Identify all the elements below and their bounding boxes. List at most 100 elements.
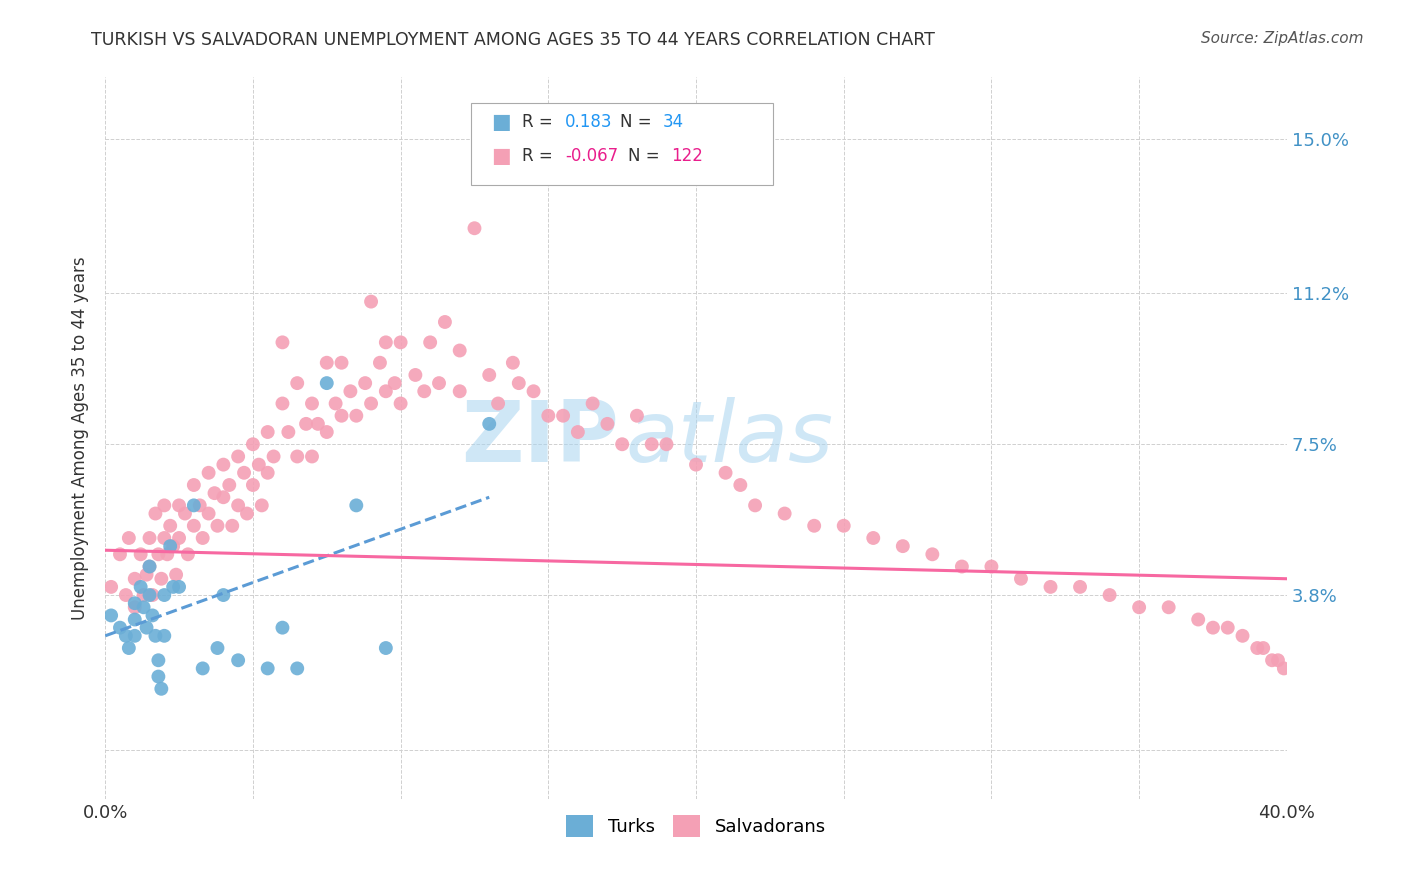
Point bbox=[177, 547, 200, 561]
Point bbox=[384, 376, 406, 391]
Point bbox=[344, 409, 367, 423]
Point bbox=[212, 588, 235, 602]
Point bbox=[1267, 653, 1289, 667]
Point bbox=[145, 507, 167, 521]
Point bbox=[218, 478, 240, 492]
Point bbox=[301, 396, 323, 410]
Point bbox=[159, 539, 181, 553]
Point bbox=[132, 588, 155, 602]
Point bbox=[150, 572, 173, 586]
Point bbox=[174, 507, 197, 521]
Point bbox=[950, 559, 973, 574]
Point bbox=[191, 531, 214, 545]
Point bbox=[1039, 580, 1062, 594]
Point bbox=[148, 653, 170, 667]
Point bbox=[145, 629, 167, 643]
Point bbox=[167, 580, 190, 594]
Point bbox=[124, 596, 146, 610]
Point bbox=[204, 486, 226, 500]
Point bbox=[242, 478, 264, 492]
Point bbox=[226, 653, 249, 667]
Point bbox=[339, 384, 361, 399]
Point bbox=[307, 417, 329, 431]
Point bbox=[714, 466, 737, 480]
Text: Source: ZipAtlas.com: Source: ZipAtlas.com bbox=[1201, 31, 1364, 46]
Point bbox=[108, 621, 131, 635]
Point bbox=[1098, 588, 1121, 602]
Point bbox=[271, 335, 294, 350]
Point bbox=[153, 629, 176, 643]
Point bbox=[277, 425, 299, 439]
Text: R =: R = bbox=[522, 147, 553, 165]
Point bbox=[1010, 572, 1032, 586]
Point bbox=[1157, 600, 1180, 615]
Legend: Turks, Salvadorans: Turks, Salvadorans bbox=[560, 807, 832, 844]
Text: -0.067: -0.067 bbox=[565, 147, 619, 165]
Point bbox=[522, 384, 544, 399]
Point bbox=[478, 417, 501, 431]
Point bbox=[360, 396, 382, 410]
Point bbox=[165, 567, 187, 582]
Point bbox=[641, 437, 664, 451]
Point bbox=[148, 669, 170, 683]
Point bbox=[374, 384, 396, 399]
Point bbox=[141, 608, 163, 623]
Point bbox=[124, 629, 146, 643]
Point bbox=[100, 608, 122, 623]
Point bbox=[374, 335, 396, 350]
Point bbox=[285, 376, 308, 391]
Point bbox=[404, 368, 426, 382]
Y-axis label: Unemployment Among Ages 35 to 44 years: Unemployment Among Ages 35 to 44 years bbox=[72, 256, 89, 620]
Point bbox=[685, 458, 707, 472]
Point bbox=[730, 478, 752, 492]
Point bbox=[233, 466, 256, 480]
Point bbox=[374, 640, 396, 655]
Point bbox=[596, 417, 619, 431]
Point bbox=[626, 409, 648, 423]
Point bbox=[368, 356, 391, 370]
Point bbox=[427, 376, 450, 391]
Point bbox=[1187, 613, 1209, 627]
Point bbox=[226, 450, 249, 464]
Text: TURKISH VS SALVADORAN UNEMPLOYMENT AMONG AGES 35 TO 44 YEARS CORRELATION CHART: TURKISH VS SALVADORAN UNEMPLOYMENT AMONG… bbox=[91, 31, 935, 49]
Point bbox=[129, 580, 152, 594]
Point bbox=[567, 425, 589, 439]
Point bbox=[183, 478, 205, 492]
Point bbox=[256, 425, 278, 439]
Point bbox=[183, 518, 205, 533]
Point bbox=[250, 499, 273, 513]
Point bbox=[389, 335, 412, 350]
Text: 34: 34 bbox=[662, 113, 683, 131]
Point bbox=[315, 425, 337, 439]
Point bbox=[315, 376, 337, 391]
Point bbox=[344, 499, 367, 513]
Point bbox=[212, 458, 235, 472]
Point bbox=[744, 499, 766, 513]
Point bbox=[159, 518, 181, 533]
Point bbox=[167, 531, 190, 545]
Point bbox=[118, 640, 141, 655]
Point bbox=[1251, 640, 1274, 655]
Point bbox=[1216, 621, 1239, 635]
Point bbox=[449, 384, 471, 399]
Point bbox=[124, 613, 146, 627]
Point bbox=[153, 531, 176, 545]
Point bbox=[832, 518, 855, 533]
Point bbox=[141, 588, 163, 602]
Point bbox=[1128, 600, 1150, 615]
Point bbox=[156, 547, 179, 561]
Text: 0.183: 0.183 bbox=[565, 113, 613, 131]
Point bbox=[449, 343, 471, 358]
Point bbox=[197, 507, 219, 521]
Point bbox=[150, 681, 173, 696]
Point bbox=[285, 661, 308, 675]
Text: ZIP: ZIP bbox=[461, 397, 619, 480]
Point bbox=[226, 499, 249, 513]
Point bbox=[124, 572, 146, 586]
Text: ■: ■ bbox=[491, 146, 510, 166]
Point bbox=[301, 450, 323, 464]
Point bbox=[980, 559, 1002, 574]
Point bbox=[478, 368, 501, 382]
Point bbox=[325, 396, 347, 410]
Point bbox=[256, 661, 278, 675]
